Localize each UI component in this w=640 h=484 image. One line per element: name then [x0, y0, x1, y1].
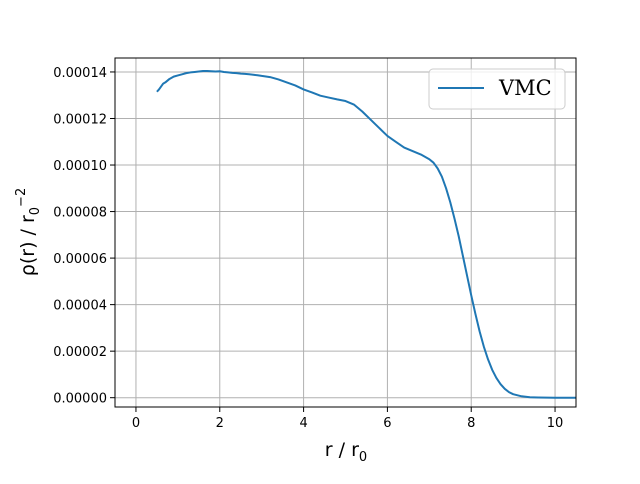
grid-lines	[115, 58, 576, 407]
legend-box	[428, 68, 566, 110]
legend-label-vmc: VMC	[498, 76, 552, 100]
y-tick-label: 0.00006	[53, 252, 107, 267]
x-tick-label: 2	[216, 416, 224, 431]
y-axis-label-superscript: −2	[14, 188, 29, 207]
y-tick-label: 0.00000	[53, 392, 107, 407]
x-tick-label: 6	[383, 416, 391, 431]
x-axis-ticks: 0 2 4 6 8 10	[132, 407, 564, 431]
x-axis-label-main: r / r	[325, 439, 359, 461]
x-tick-label: 8	[467, 416, 475, 431]
y-tick-label: 0.00008	[53, 206, 107, 221]
y-tick-label: 0.00010	[53, 159, 107, 174]
series-layer	[156, 70, 576, 399]
y-axis-label-main: ρ(r) / r	[17, 215, 39, 276]
y-axis-label-subscript: 0	[28, 207, 43, 215]
y-axis-label: ρ(r) / r0−2	[14, 188, 43, 276]
x-axis-label: r / r0	[325, 439, 367, 465]
x-axis-label-subscript: 0	[359, 450, 367, 465]
y-tick-label: 0.00014	[53, 66, 107, 81]
plot-frame	[114, 57, 577, 408]
series-line-vmc	[156, 70, 576, 399]
y-axis-ticks: 0.00000 0.00002 0.00004 0.00006 0.00008 0.000…	[53, 66, 115, 407]
plot-area	[156, 70, 576, 399]
y-tick-label: 0.00002	[53, 345, 107, 360]
x-tick-label: 10	[547, 416, 564, 431]
x-tick-label: 4	[299, 416, 307, 431]
legend: VMC	[428, 68, 566, 110]
y-tick-label: 0.00012	[53, 112, 107, 127]
y-tick-label: 0.00004	[53, 299, 107, 314]
x-tick-label: 0	[132, 416, 140, 431]
